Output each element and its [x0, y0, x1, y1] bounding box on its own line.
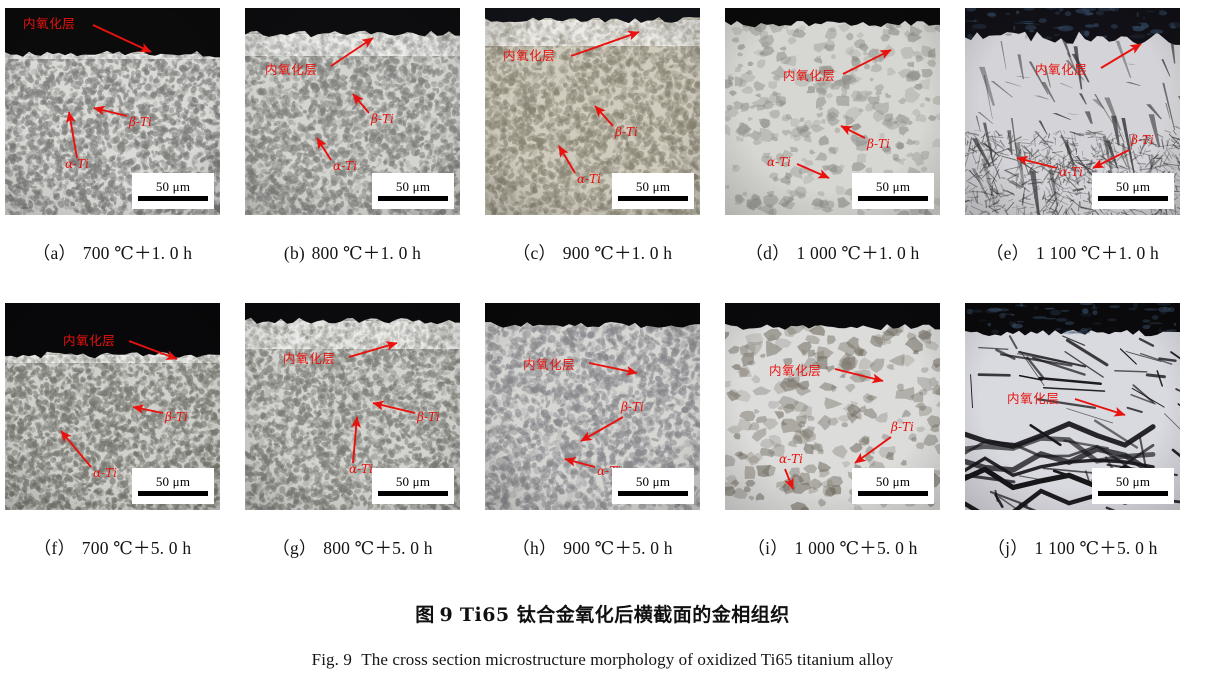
panel-caption-i: （i） 1 000 ℃＋5. 0 h [725, 535, 940, 560]
scale-bar-label: 50 μm [636, 180, 670, 193]
panel-caption-label-c: （c） [513, 243, 556, 263]
figure-title-english: Fig. 9 The cross section microstructure m… [0, 650, 1205, 670]
figure-title-chinese: 图 9 Ti65 钛合金氧化后横截面的金相组织 [0, 600, 1205, 627]
figure-title-en-label: Fig. 9 [312, 650, 352, 669]
scale-bar-label: 50 μm [1116, 475, 1150, 488]
panel-caption-c: （c） 900 ℃＋1. 0 h [485, 240, 700, 265]
panel-caption-a: （a） 700 ℃＋1. 0 h [5, 240, 220, 265]
panel-caption-label-b: (b) [284, 243, 305, 263]
panel-caption-label-a: （a） [33, 243, 76, 263]
scale-bar-line [858, 195, 928, 201]
scale-bar-label: 50 μm [876, 475, 910, 488]
panel-caption-text-g: 800 ℃＋5. 0 h [323, 538, 432, 558]
scale-bar-line [378, 195, 448, 201]
scale-bar: 50 μm [1092, 468, 1174, 504]
scale-bar: 50 μm [612, 173, 694, 209]
scale-bar: 50 μm [372, 173, 454, 209]
panel-caption-text-f: 700 ℃＋5. 0 h [82, 538, 191, 558]
figure-title-cn-number: 9 [439, 604, 453, 626]
scale-bar-label: 50 μm [876, 180, 910, 193]
panel-caption-label-e: （e） [986, 243, 1029, 263]
micrograph-panel-j: 内氧化层 50 μm [965, 303, 1180, 510]
scale-bar-label: 50 μm [396, 475, 430, 488]
scale-bar: 50 μm [1092, 173, 1174, 209]
micrograph-row-2: 内氧化层 β-Ti α-Ti 50 μm 内氧化层 β-Ti α-Ti 50 μm 内氧化层 β-… [0, 303, 1205, 518]
panel-caption-b: (b) 800 ℃＋1. 0 h [245, 240, 460, 265]
panel-caption-text-d: 1 000 ℃＋1. 0 h [796, 243, 919, 263]
scale-bar-line [618, 490, 688, 496]
micrograph-panel-d: 内氧化层 β-Ti α-Ti 50 μm [725, 8, 940, 215]
micrograph-panel-c: 内氧化层 β-Ti α-Ti 50 μm [485, 8, 700, 215]
scale-bar: 50 μm [132, 173, 214, 209]
panel-caption-text-a: 700 ℃＋1. 0 h [83, 243, 192, 263]
panel-caption-label-d: （d） [745, 243, 789, 263]
scale-bar-line [1098, 195, 1168, 201]
micrograph-panel-e: 内氧化层 β-Ti α-Ti 50 μm [965, 8, 1180, 215]
scale-bar-line [138, 195, 208, 201]
micrograph-panel-b: 内氧化层 β-Ti α-Ti 50 μm [245, 8, 460, 215]
scale-bar: 50 μm [372, 468, 454, 504]
micrograph-panel-h: 内氧化层 β-Ti α-Ti 50 μm [485, 303, 700, 510]
panel-caption-text-e: 1 100 ℃＋1. 0 h [1036, 243, 1159, 263]
panel-caption-f: （f） 700 ℃＋5. 0 h [5, 535, 220, 560]
scale-bar: 50 μm [132, 468, 214, 504]
micrograph-panel-g: 内氧化层 β-Ti α-Ti 50 μm [245, 303, 460, 510]
panel-caption-label-h: （h） [512, 538, 556, 558]
panel-caption-text-c: 900 ℃＋1. 0 h [563, 243, 672, 263]
scale-bar-label: 50 μm [156, 475, 190, 488]
panel-caption-label-g: （g） [272, 538, 316, 558]
scale-bar: 50 μm [612, 468, 694, 504]
panel-caption-label-f: （f） [34, 538, 75, 558]
scale-bar-label: 50 μm [396, 180, 430, 193]
micrograph-row-1: 内氧化层 β-Ti α-Ti 50 μm 内氧化层 β-Ti α-Ti 50 μm 内氧化层 β-… [0, 8, 1205, 223]
scale-bar-line [858, 490, 928, 496]
scale-bar-line [378, 490, 448, 496]
figure-title-cn-text: Ti65 钛合金氧化后横截面的金相组织 [460, 604, 790, 626]
scale-bar-label: 50 μm [636, 475, 670, 488]
panel-caption-j: （j） 1 100 ℃＋5. 0 h [965, 535, 1180, 560]
panel-caption-label-i: （i） [747, 538, 787, 558]
panel-caption-d: （d） 1 000 ℃＋1. 0 h [725, 240, 940, 265]
scale-bar-line [138, 490, 208, 496]
scale-bar: 50 μm [852, 173, 934, 209]
panel-caption-e: （e） 1 100 ℃＋1. 0 h [965, 240, 1180, 265]
scale-bar: 50 μm [852, 468, 934, 504]
figure-title-en-text: The cross section microstructure morphol… [361, 650, 893, 669]
panel-caption-text-b: 800 ℃＋1. 0 h [312, 243, 421, 263]
panel-caption-h: （h） 900 ℃＋5. 0 h [485, 535, 700, 560]
figure-title-cn-label: 图 [415, 604, 435, 626]
caption-row-1: （a） 700 ℃＋1. 0 h (b) 800 ℃＋1. 0 h （c） 900 ℃＋1… [0, 240, 1205, 274]
scale-bar-line [618, 195, 688, 201]
scale-bar-line [1098, 490, 1168, 496]
scale-bar-label: 50 μm [1116, 180, 1150, 193]
panel-caption-label-j: （j） [987, 538, 1027, 558]
scale-bar-label: 50 μm [156, 180, 190, 193]
micrograph-panel-f: 内氧化层 β-Ti α-Ti 50 μm [5, 303, 220, 510]
micrograph-panel-a: 内氧化层 β-Ti α-Ti 50 μm [5, 8, 220, 215]
caption-row-2: （f） 700 ℃＋5. 0 h （g） 800 ℃＋5. 0 h （h） 900 ℃＋5… [0, 535, 1205, 569]
panel-caption-text-j: 1 100 ℃＋5. 0 h [1035, 538, 1158, 558]
panel-caption-text-i: 1 000 ℃＋5. 0 h [795, 538, 918, 558]
micrograph-panel-i: 内氧化层 β-Ti α-Ti 50 μm [725, 303, 940, 510]
panel-caption-g: （g） 800 ℃＋5. 0 h [245, 535, 460, 560]
panel-caption-text-h: 900 ℃＋5. 0 h [563, 538, 672, 558]
